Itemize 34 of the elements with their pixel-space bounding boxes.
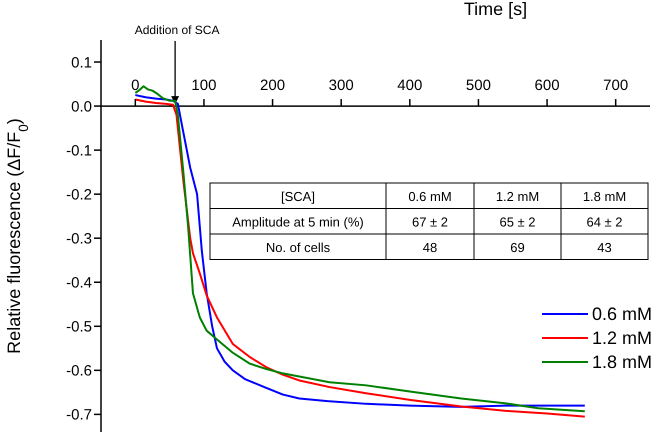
- annotation: 43: [597, 240, 612, 255]
- x-tick-label: 300: [328, 77, 354, 94]
- annotation: 1.8 mM: [582, 188, 626, 204]
- y-tick-label: -0.7: [66, 406, 92, 424]
- y-tick-label: -0.4: [66, 274, 92, 292]
- y-tick-label: 0.1: [71, 54, 92, 72]
- annotation: 1.2 mM: [496, 188, 540, 204]
- annotation: Amplitude at 5 min (%): [232, 214, 364, 230]
- x-tick-label: 200: [260, 77, 286, 94]
- y-tick-label: 0.0: [71, 98, 92, 116]
- annotation: 69: [510, 240, 525, 255]
- annotation: 67 ± 2: [412, 214, 448, 230]
- annotation: [SCA]: [281, 188, 315, 204]
- annotation: 48: [422, 240, 438, 255]
- annotation: 65 ± 2: [499, 214, 536, 230]
- annotation: 64 ± 2: [586, 214, 623, 230]
- y-tick-label: -0.6: [66, 362, 92, 380]
- legend-label: 0.6 mM: [592, 304, 652, 324]
- x-tick-label: 0: [131, 77, 140, 94]
- legend-label: 1.2 mM: [592, 328, 652, 348]
- legend-label: 1.8 mM: [592, 352, 652, 372]
- y-tick-label: -0.3: [66, 230, 92, 248]
- x-tick-label: 600: [534, 77, 560, 94]
- y-tick-label: -0.1: [66, 142, 92, 160]
- y-tick-label: -0.5: [66, 318, 92, 336]
- x-axis-title: Time [s]: [464, 0, 528, 19]
- annotation: No. of cells: [266, 240, 331, 255]
- x-tick-label: 100: [191, 77, 216, 94]
- x-tick-label: 500: [466, 77, 491, 94]
- annotation: Addition of SCA: [134, 23, 220, 37]
- y-tick-label: -0.2: [66, 186, 92, 204]
- annotation: 0.6 mM: [408, 188, 452, 204]
- x-tick-label: 700: [603, 77, 628, 94]
- x-tick-label: 400: [397, 77, 422, 94]
